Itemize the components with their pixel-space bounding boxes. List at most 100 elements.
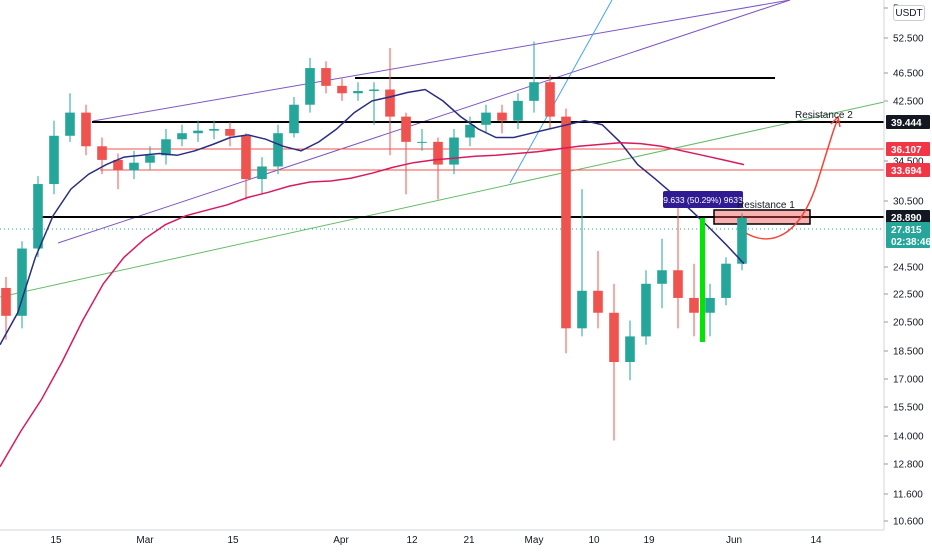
candle-body — [657, 270, 667, 284]
candle — [369, 82, 379, 125]
price-tick-label: 20.500 — [893, 318, 924, 329]
time-tick-label: Jun — [726, 535, 742, 546]
price-tag: 27.815 — [886, 222, 930, 236]
price-tick-label: 42.500 — [893, 97, 924, 108]
candle-body — [577, 290, 587, 329]
price-tick-label: 15.500 — [893, 403, 924, 414]
candle-body — [545, 82, 555, 117]
candle-body — [353, 91, 363, 94]
candle-body — [417, 141, 427, 143]
candle — [145, 146, 155, 170]
price-tick-label: 30.500 — [893, 197, 924, 208]
candle-body — [449, 137, 459, 165]
candle — [33, 176, 43, 258]
candle — [273, 124, 283, 175]
candle-body — [17, 248, 27, 316]
candle — [673, 196, 683, 329]
candle-body — [529, 82, 539, 101]
candle — [513, 93, 523, 129]
time-axis: 15 Mar 15 Apr 12 21 May 10 19 Jun 14 — [0, 529, 932, 550]
projected-path-arrowhead — [830, 115, 841, 128]
candle — [705, 283, 715, 337]
candle-body — [65, 112, 75, 136]
candle — [721, 257, 731, 306]
price-tag: 33.694 — [886, 163, 930, 177]
price-tag-bg — [886, 210, 930, 224]
candle-body — [33, 184, 43, 249]
candle — [545, 75, 555, 129]
time-tick-label: 15 — [50, 535, 62, 546]
price-tag: 36.107 — [886, 142, 930, 156]
price-tag-label: 36.107 — [891, 145, 922, 156]
candle-body — [705, 297, 715, 313]
price-tag: 02:38:46 — [886, 234, 931, 248]
candle-body — [737, 217, 747, 264]
candle-body — [561, 116, 571, 329]
moving-averages-layer — [0, 88, 745, 468]
candle — [177, 124, 187, 147]
channel-upper-line — [92, 0, 791, 122]
time-tick-label: 19 — [643, 535, 655, 546]
candle-body — [97, 146, 107, 160]
candle — [625, 320, 635, 381]
candle-body — [337, 85, 347, 94]
time-axis-bg — [0, 530, 932, 550]
candle — [577, 189, 587, 337]
resistance-2-label: Resistance 2 — [795, 110, 853, 121]
projected-path — [743, 119, 839, 240]
candle-body — [401, 116, 411, 142]
candle — [593, 250, 603, 329]
candle-body — [145, 155, 155, 163]
candle-body — [81, 112, 91, 147]
candle-body — [593, 290, 603, 313]
candle-body — [241, 135, 251, 180]
candle-body — [625, 336, 635, 362]
candle-body — [673, 270, 683, 298]
candle-body — [49, 135, 59, 185]
candle — [161, 128, 171, 165]
measure-label: 9.633 (50.29%) 9633 — [663, 195, 743, 205]
price-tag-label: 33.694 — [891, 166, 922, 177]
price-tag-bg — [886, 142, 930, 156]
candle-body — [513, 100, 523, 121]
candle — [305, 57, 315, 113]
candle-body — [129, 162, 139, 171]
price-axis: 552.50046.50042.50034.50030.50024.50022.… — [883, 0, 932, 550]
candle — [401, 112, 411, 195]
time-tick-label: 12 — [406, 535, 418, 546]
price-tick-label: 24.500 — [893, 263, 924, 274]
candle — [321, 61, 331, 94]
candle — [609, 283, 619, 441]
candle — [209, 120, 219, 140]
time-tick-label: 15 — [227, 535, 239, 546]
blue-trendline — [509, 0, 613, 184]
price-tick-label: 22.500 — [893, 290, 924, 301]
candle — [353, 82, 363, 101]
price-tag-bg — [886, 222, 930, 236]
candle — [257, 157, 267, 195]
time-tick-label: Apr — [333, 535, 349, 546]
candle — [465, 116, 475, 147]
resistance-1-label: Resistance 1 — [737, 200, 795, 211]
time-tick-label: 21 — [463, 535, 475, 546]
candle — [17, 241, 27, 329]
candle — [225, 122, 235, 147]
candle-body — [305, 68, 315, 105]
price-tag-bg — [886, 163, 930, 177]
candle — [337, 78, 347, 101]
moving-average-fast — [0, 88, 745, 346]
time-tick-label: 10 — [588, 535, 600, 546]
candle-body — [113, 159, 123, 171]
candle-body — [369, 89, 379, 92]
currency-unit-badge[interactable]: USDT — [893, 5, 925, 21]
candle-body — [721, 263, 731, 298]
candle — [193, 120, 203, 142]
candle — [657, 238, 667, 309]
candle-body — [161, 139, 171, 156]
candle — [385, 47, 395, 156]
candle — [497, 104, 507, 134]
candles-layer — [1, 41, 747, 441]
candle-body — [481, 112, 491, 125]
